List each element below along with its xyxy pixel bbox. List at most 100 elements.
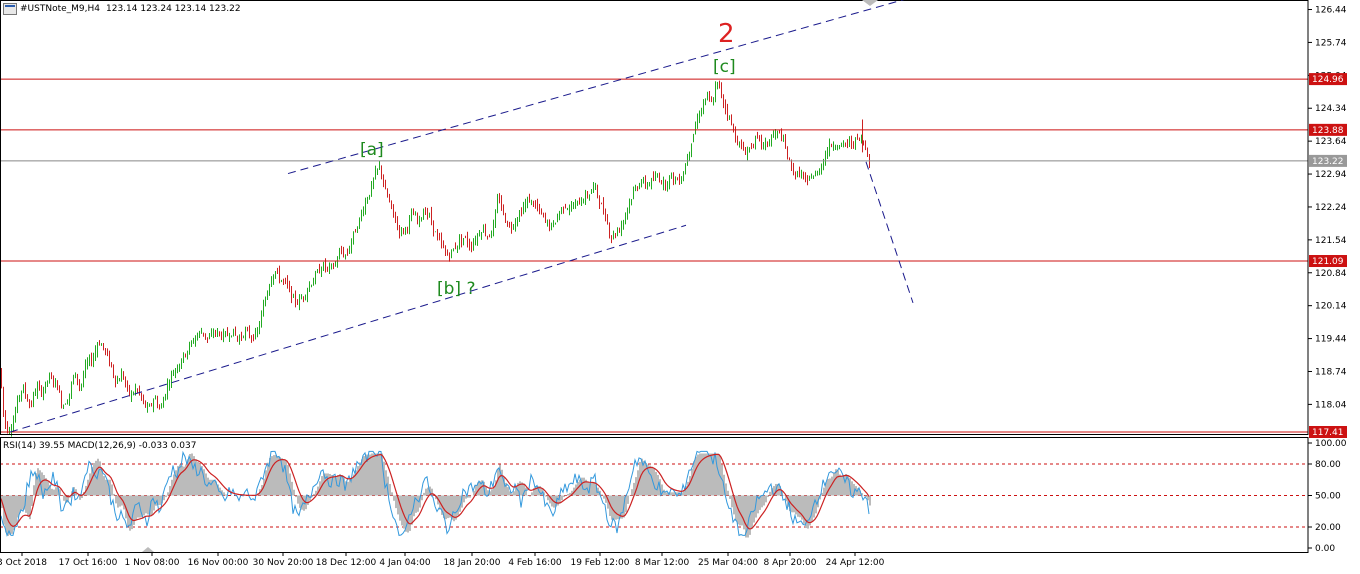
macd-histogram-bar bbox=[131, 495, 133, 530]
macd-histogram-bar bbox=[63, 495, 65, 501]
macd-histogram-bar bbox=[209, 479, 211, 496]
y-tick-label: 124.34 bbox=[1315, 104, 1347, 114]
macd-histogram-bar bbox=[495, 480, 497, 496]
macd-histogram-bar bbox=[759, 495, 761, 510]
macd-histogram-bar bbox=[747, 495, 749, 538]
macd-histogram-bar bbox=[163, 495, 165, 501]
time-scroll-marker bbox=[142, 547, 154, 552]
macd-histogram-bar bbox=[167, 492, 169, 496]
macd-histogram-bar bbox=[739, 495, 741, 526]
macd-histogram-bar bbox=[631, 489, 633, 496]
macd-histogram-bar bbox=[397, 495, 399, 515]
macd-histogram-bar bbox=[101, 468, 103, 496]
macd-histogram-bar bbox=[763, 495, 765, 506]
level-tag bbox=[1309, 255, 1347, 268]
x-tick-label: 3 Oct 2018 bbox=[0, 558, 47, 568]
macd-histogram-bar bbox=[615, 495, 617, 520]
macd-histogram-bar bbox=[811, 495, 813, 522]
macd-histogram-bar bbox=[475, 485, 477, 496]
macd-histogram-bar bbox=[449, 495, 451, 518]
macd-histogram-bar bbox=[409, 495, 411, 531]
macd-histogram-bar bbox=[525, 487, 527, 496]
macd-histogram-bar bbox=[565, 494, 567, 496]
macd-histogram-bar bbox=[597, 487, 599, 496]
macd-histogram-bar bbox=[313, 493, 315, 496]
macd-histogram-bar bbox=[191, 453, 193, 496]
macd-histogram-bar bbox=[377, 453, 379, 496]
macd-histogram-bar bbox=[451, 495, 453, 520]
macd-histogram-bar bbox=[605, 495, 607, 503]
macd-histogram-bar bbox=[591, 482, 593, 496]
macd-histogram-bar bbox=[497, 468, 499, 496]
macd-histogram-bar bbox=[831, 476, 833, 496]
macd-signal-line bbox=[0, 453, 870, 530]
macd-histogram-bar bbox=[635, 477, 637, 496]
macd-histogram-bar bbox=[151, 495, 153, 515]
indicator-pane bbox=[0, 450, 1308, 538]
macd-histogram-bar bbox=[215, 481, 217, 496]
macd-histogram-bar bbox=[117, 495, 119, 508]
macd-histogram-bar bbox=[809, 495, 811, 526]
macd-histogram-bar bbox=[213, 479, 215, 496]
x-tick-label: 19 Feb 12:00 bbox=[570, 558, 629, 568]
macd-histogram-bar bbox=[347, 481, 349, 496]
macd-histogram-bar bbox=[93, 462, 95, 496]
macd-histogram-bar bbox=[633, 482, 635, 496]
macd-histogram-bar bbox=[369, 454, 371, 496]
macd-histogram-bar bbox=[771, 488, 773, 496]
wave-label-a: [a] bbox=[360, 140, 384, 160]
macd-histogram-bar bbox=[181, 465, 183, 496]
macd-histogram-bar bbox=[519, 481, 521, 496]
macd-histogram-bar bbox=[147, 495, 149, 515]
macd-histogram-bar bbox=[141, 495, 143, 518]
macd-histogram-bar bbox=[19, 495, 21, 513]
macd-histogram-bar bbox=[387, 476, 389, 496]
macd-histogram-bar bbox=[311, 495, 313, 498]
macd-histogram-bar bbox=[505, 482, 507, 496]
macd-histogram-bar bbox=[555, 495, 557, 507]
object-marker bbox=[862, 0, 878, 6]
macd-histogram-bar bbox=[649, 465, 651, 496]
macd-histogram-bar bbox=[143, 495, 145, 516]
macd-histogram-bar bbox=[365, 454, 367, 496]
macd-histogram-bar bbox=[183, 466, 185, 496]
macd-histogram-bar bbox=[371, 453, 373, 496]
macd-histogram-bar bbox=[295, 495, 297, 498]
macd-histogram-bar bbox=[35, 473, 37, 496]
level-tag bbox=[1309, 123, 1347, 136]
macd-histogram-bar bbox=[327, 473, 329, 496]
macd-histogram-bar bbox=[9, 495, 11, 535]
macd-histogram-bar bbox=[203, 469, 205, 496]
upper-channel-line bbox=[287, 0, 905, 175]
macd-histogram-bar bbox=[363, 456, 365, 496]
macd-histogram-bar bbox=[783, 495, 785, 497]
macd-histogram-bar bbox=[443, 495, 445, 519]
macd-histogram-bar bbox=[735, 495, 737, 521]
macd-histogram-bar bbox=[593, 482, 595, 496]
macd-histogram-bar bbox=[287, 465, 289, 496]
macd-histogram-bar bbox=[119, 495, 121, 507]
macd-histogram-bar bbox=[267, 462, 269, 496]
x-tick-label: 4 Jan 04:00 bbox=[379, 558, 431, 568]
macd-histogram-bar bbox=[861, 493, 863, 496]
macd-histogram-bar bbox=[473, 490, 475, 496]
macd-histogram-bar bbox=[95, 460, 97, 496]
macd-histogram-bar bbox=[803, 495, 805, 524]
macd-histogram-bar bbox=[625, 495, 627, 513]
macd-histogram-bar bbox=[773, 486, 775, 496]
level-tag-label: 121.09 bbox=[1312, 257, 1344, 267]
indicator-label: RSI(14) 39.55 MACD(12,26,9) -0.033 0.037 bbox=[3, 441, 197, 451]
macd-histogram-bar bbox=[331, 475, 333, 496]
macd-histogram-bar bbox=[827, 478, 829, 496]
macd-histogram-bar bbox=[423, 492, 425, 496]
macd-histogram-bar bbox=[681, 492, 683, 496]
macd-histogram-bar bbox=[145, 495, 147, 514]
macd-histogram-bar bbox=[53, 489, 55, 496]
macd-histogram-bar bbox=[425, 488, 427, 496]
chart-title: #USTNote_M9,H4 123.14 123.24 123.14 123.… bbox=[3, 3, 241, 15]
macd-histogram-bar bbox=[779, 486, 781, 496]
macd-histogram-bar bbox=[821, 492, 823, 496]
macd-histogram-bar bbox=[477, 482, 479, 496]
